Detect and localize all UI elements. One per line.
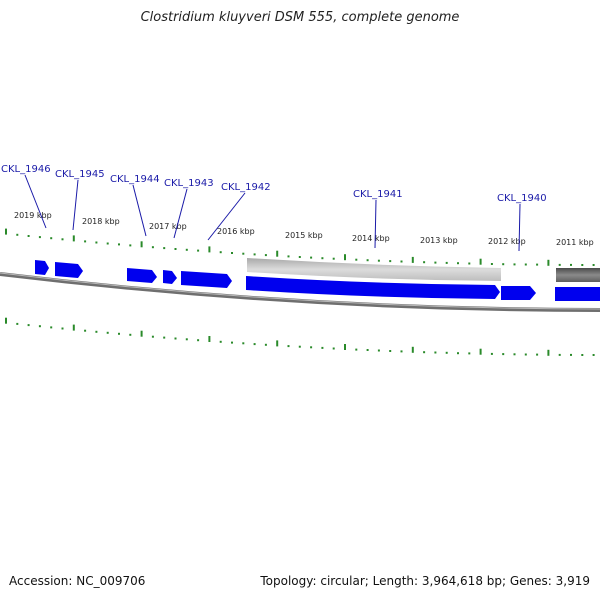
scale-label-2019: 2019 kbp [14,211,52,220]
genome-backbone [0,272,600,312]
gene-arrow-cki-1946[interactable] [35,260,49,275]
gene-label-cki-1942[interactable]: CKL_1942 [221,182,271,193]
scale-labels: 2019 kbp 2018 kbp 2017 kbp 2016 kbp 2015… [14,211,594,247]
gene-arrows [35,260,600,301]
scale-label-2018: 2018 kbp [82,217,120,226]
map-title: Clostridium kluyveri DSM 555, complete g… [140,10,460,25]
dark-feature-band[interactable] [556,268,600,282]
gene-label-cki-1945[interactable]: CKL_1945 [55,169,105,180]
genome-summary: Topology: circular; Length: 3,964,618 bp… [260,574,590,588]
grey-feature-band[interactable] [247,258,501,281]
gene-leaders [24,174,521,252]
scale-label-2015: 2015 kbp [285,231,323,240]
gene-arrow-cki-1945[interactable] [55,262,83,278]
gene-label-cki-1946[interactable]: CKL_1946 [1,164,51,175]
upper-tick-row [5,228,595,266]
gene-label-cki-1943[interactable]: CKL_1943 [164,178,214,189]
scale-label-2017: 2017 kbp [149,222,187,231]
gene-arrow-cki-1941[interactable] [246,276,500,299]
scale-label-2014: 2014 kbp [352,234,390,243]
gene-arrow-cki-1942[interactable] [181,271,232,288]
gene-arrow-partial[interactable] [555,287,600,301]
scale-label-2011: 2011 kbp [556,238,594,247]
gene-labels: CKL_1946 CKL_1945 CKL_1944 CKL_1943 CKL_… [1,164,547,204]
gene-label-cki-1940[interactable]: CKL_1940 [497,193,547,204]
scale-label-2013: 2013 kbp [420,236,458,245]
gene-arrow-cki-1944[interactable] [127,268,157,283]
gene-arrow-cki-1940[interactable] [501,286,536,300]
gene-label-cki-1944[interactable]: CKL_1944 [110,174,160,185]
gene-label-cki-1941[interactable]: CKL_1941 [353,189,403,200]
accession-label: Accession: NC_009706 [9,574,146,588]
scale-label-2016: 2016 kbp [217,227,255,236]
gene-arrow-cki-1943[interactable] [163,270,177,284]
scale-label-2012: 2012 kbp [488,237,526,246]
feature-bands [247,258,600,282]
lower-tick-row [5,317,595,356]
